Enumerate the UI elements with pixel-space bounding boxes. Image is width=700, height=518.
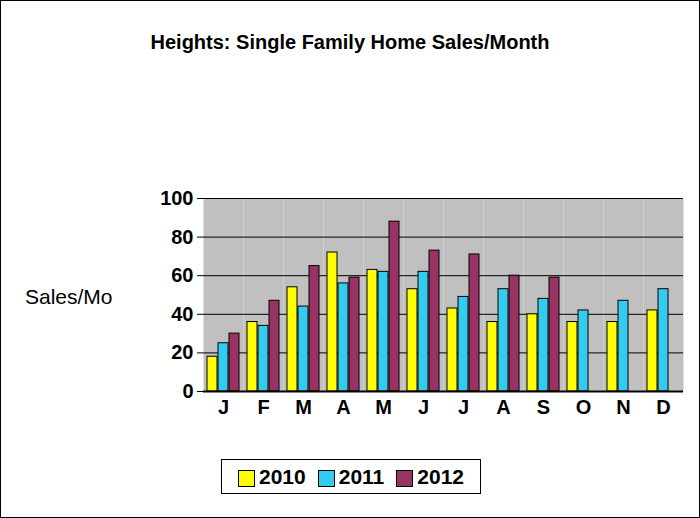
svg-text:40: 40 [171,303,193,325]
svg-text:0: 0 [182,380,193,402]
svg-text:60: 60 [171,264,193,286]
svg-text:A: A [496,396,510,418]
html-text:Sales/Mo: Sales/Mo [25,285,113,308]
html-text:2012: 2012 [417,465,464,489]
svg-text:N: N [616,396,630,418]
svg-text:100: 100 [160,187,193,209]
svg-text:20: 20 [171,341,193,363]
svg-text:J: J [418,396,429,418]
svg-text:80: 80 [171,226,193,248]
svg-text:A: A [336,396,350,418]
html-text:2010: 2010 [259,465,306,489]
svg-text:D: D [656,396,670,418]
svg-text:O: O [576,396,592,418]
svg-text:J: J [218,396,229,418]
svg-text:M: M [375,396,392,418]
html-text:2011: 2011 [338,465,385,489]
svg-text:M: M [295,396,312,418]
svg-text:J: J [458,396,469,418]
svg-text:F: F [257,396,269,418]
svg-text:S: S [537,396,550,418]
html-text:Heights: Single Family Home Sa: Heights: Single Family Home Sales/Month [150,31,550,53]
